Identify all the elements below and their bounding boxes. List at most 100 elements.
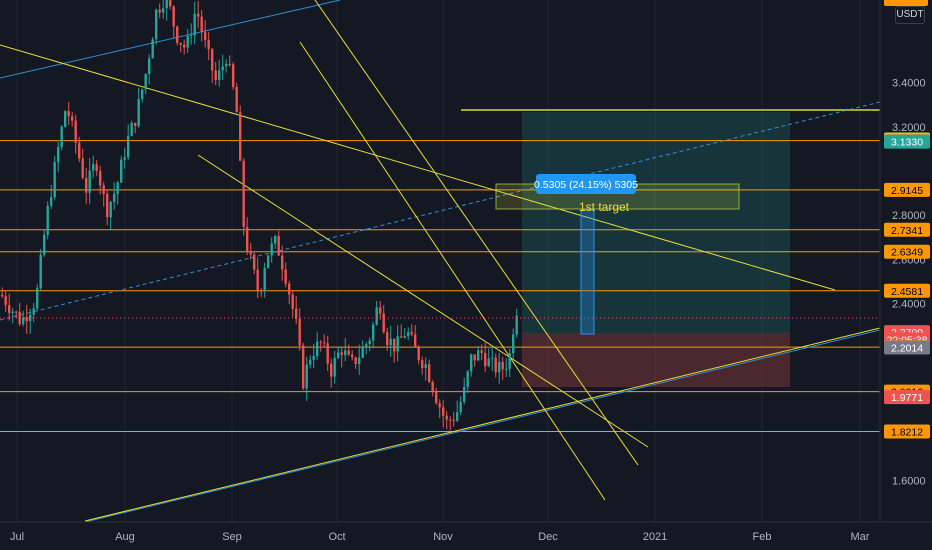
candle — [284, 262, 287, 288]
price-tags: 3.14273.13743.13302.91452.73412.63492.45… — [884, 132, 930, 439]
candle — [88, 158, 91, 205]
candle — [50, 184, 53, 210]
candles — [1, 0, 518, 431]
candle — [186, 28, 189, 54]
stop-zone[interactable] — [522, 333, 790, 387]
candle — [15, 310, 18, 319]
candle — [347, 344, 350, 356]
candle — [190, 23, 193, 45]
candle — [344, 338, 347, 362]
measure-bar[interactable] — [580, 209, 595, 335]
candle — [277, 230, 280, 256]
candle — [232, 62, 235, 90]
candle — [358, 344, 361, 375]
candle — [400, 324, 403, 339]
candle — [407, 327, 410, 341]
candle — [477, 346, 480, 361]
candle — [316, 332, 319, 360]
price-tag: 2.7341 — [884, 222, 930, 237]
candle — [396, 325, 399, 362]
candle — [162, 0, 165, 19]
candle — [515, 308, 518, 338]
candle — [137, 87, 140, 128]
trendline-long-resistance[interactable] — [0, 44, 836, 291]
candle — [305, 356, 308, 402]
candle — [102, 181, 105, 207]
candle — [197, 0, 200, 29]
candle — [484, 342, 487, 372]
candle — [379, 300, 382, 320]
candle — [204, 19, 207, 48]
candle — [158, 3, 161, 19]
price-tag: 1.8212 — [884, 424, 930, 439]
candle — [183, 39, 186, 55]
price-tick-label: 3.4000 — [892, 78, 926, 90]
candle — [487, 348, 490, 368]
candle — [179, 42, 182, 53]
candle — [267, 254, 270, 269]
candle — [508, 348, 511, 378]
candle — [32, 302, 35, 323]
candle — [116, 180, 119, 205]
candle — [375, 300, 378, 326]
price-tag: 2.2014 — [884, 340, 930, 355]
trendline-steep-1[interactable] — [314, 0, 639, 466]
time-tick-label: Oct — [328, 531, 345, 543]
candle — [491, 347, 494, 371]
candle — [211, 48, 214, 84]
candle — [64, 109, 67, 128]
candle — [43, 230, 46, 257]
candle — [235, 82, 238, 113]
candle — [449, 416, 452, 431]
trendline-steep-2[interactable] — [299, 41, 606, 501]
candle — [365, 341, 368, 354]
candle — [53, 155, 56, 201]
candle — [249, 242, 252, 260]
candle — [442, 400, 445, 428]
candle — [512, 328, 515, 359]
candle — [340, 347, 343, 368]
price-tag: 2.6349 — [884, 244, 930, 259]
candle — [466, 370, 469, 394]
candle — [239, 105, 242, 162]
candle — [372, 321, 375, 349]
candle — [8, 293, 11, 321]
candle — [92, 155, 95, 178]
candle — [295, 296, 298, 324]
candle — [312, 343, 315, 369]
candle — [176, 25, 179, 46]
candle — [74, 114, 77, 154]
candle — [393, 338, 396, 363]
target-zone[interactable] — [522, 112, 790, 333]
candle — [214, 61, 217, 86]
candle — [417, 345, 420, 365]
candle — [95, 159, 98, 176]
candle — [263, 262, 266, 298]
candle — [106, 189, 109, 226]
candle — [1, 287, 4, 298]
support-trendline[interactable] — [84, 327, 881, 522]
candle — [414, 324, 417, 348]
candle — [403, 328, 406, 339]
candle — [169, 0, 172, 10]
candle — [18, 302, 21, 327]
quote-currency-label[interactable]: USDT — [895, 6, 925, 24]
candle — [445, 410, 448, 430]
time-tick-label: Dec — [538, 531, 558, 543]
price-tag: 2.4581 — [884, 283, 930, 298]
candle — [351, 350, 354, 361]
candle — [22, 310, 25, 327]
candle — [242, 158, 245, 236]
candle — [120, 156, 123, 183]
candle — [256, 257, 259, 298]
candle — [298, 308, 301, 351]
candle — [274, 234, 277, 249]
channel-lower-blue-line[interactable] — [84, 329, 881, 523]
candle — [151, 37, 154, 59]
price-tag-label: 2.9145 — [891, 185, 923, 197]
channel-upper-line[interactable] — [0, 0, 341, 79]
price-tag: 1.9771 — [884, 390, 930, 405]
trendline-mid-resistance[interactable] — [197, 154, 649, 448]
